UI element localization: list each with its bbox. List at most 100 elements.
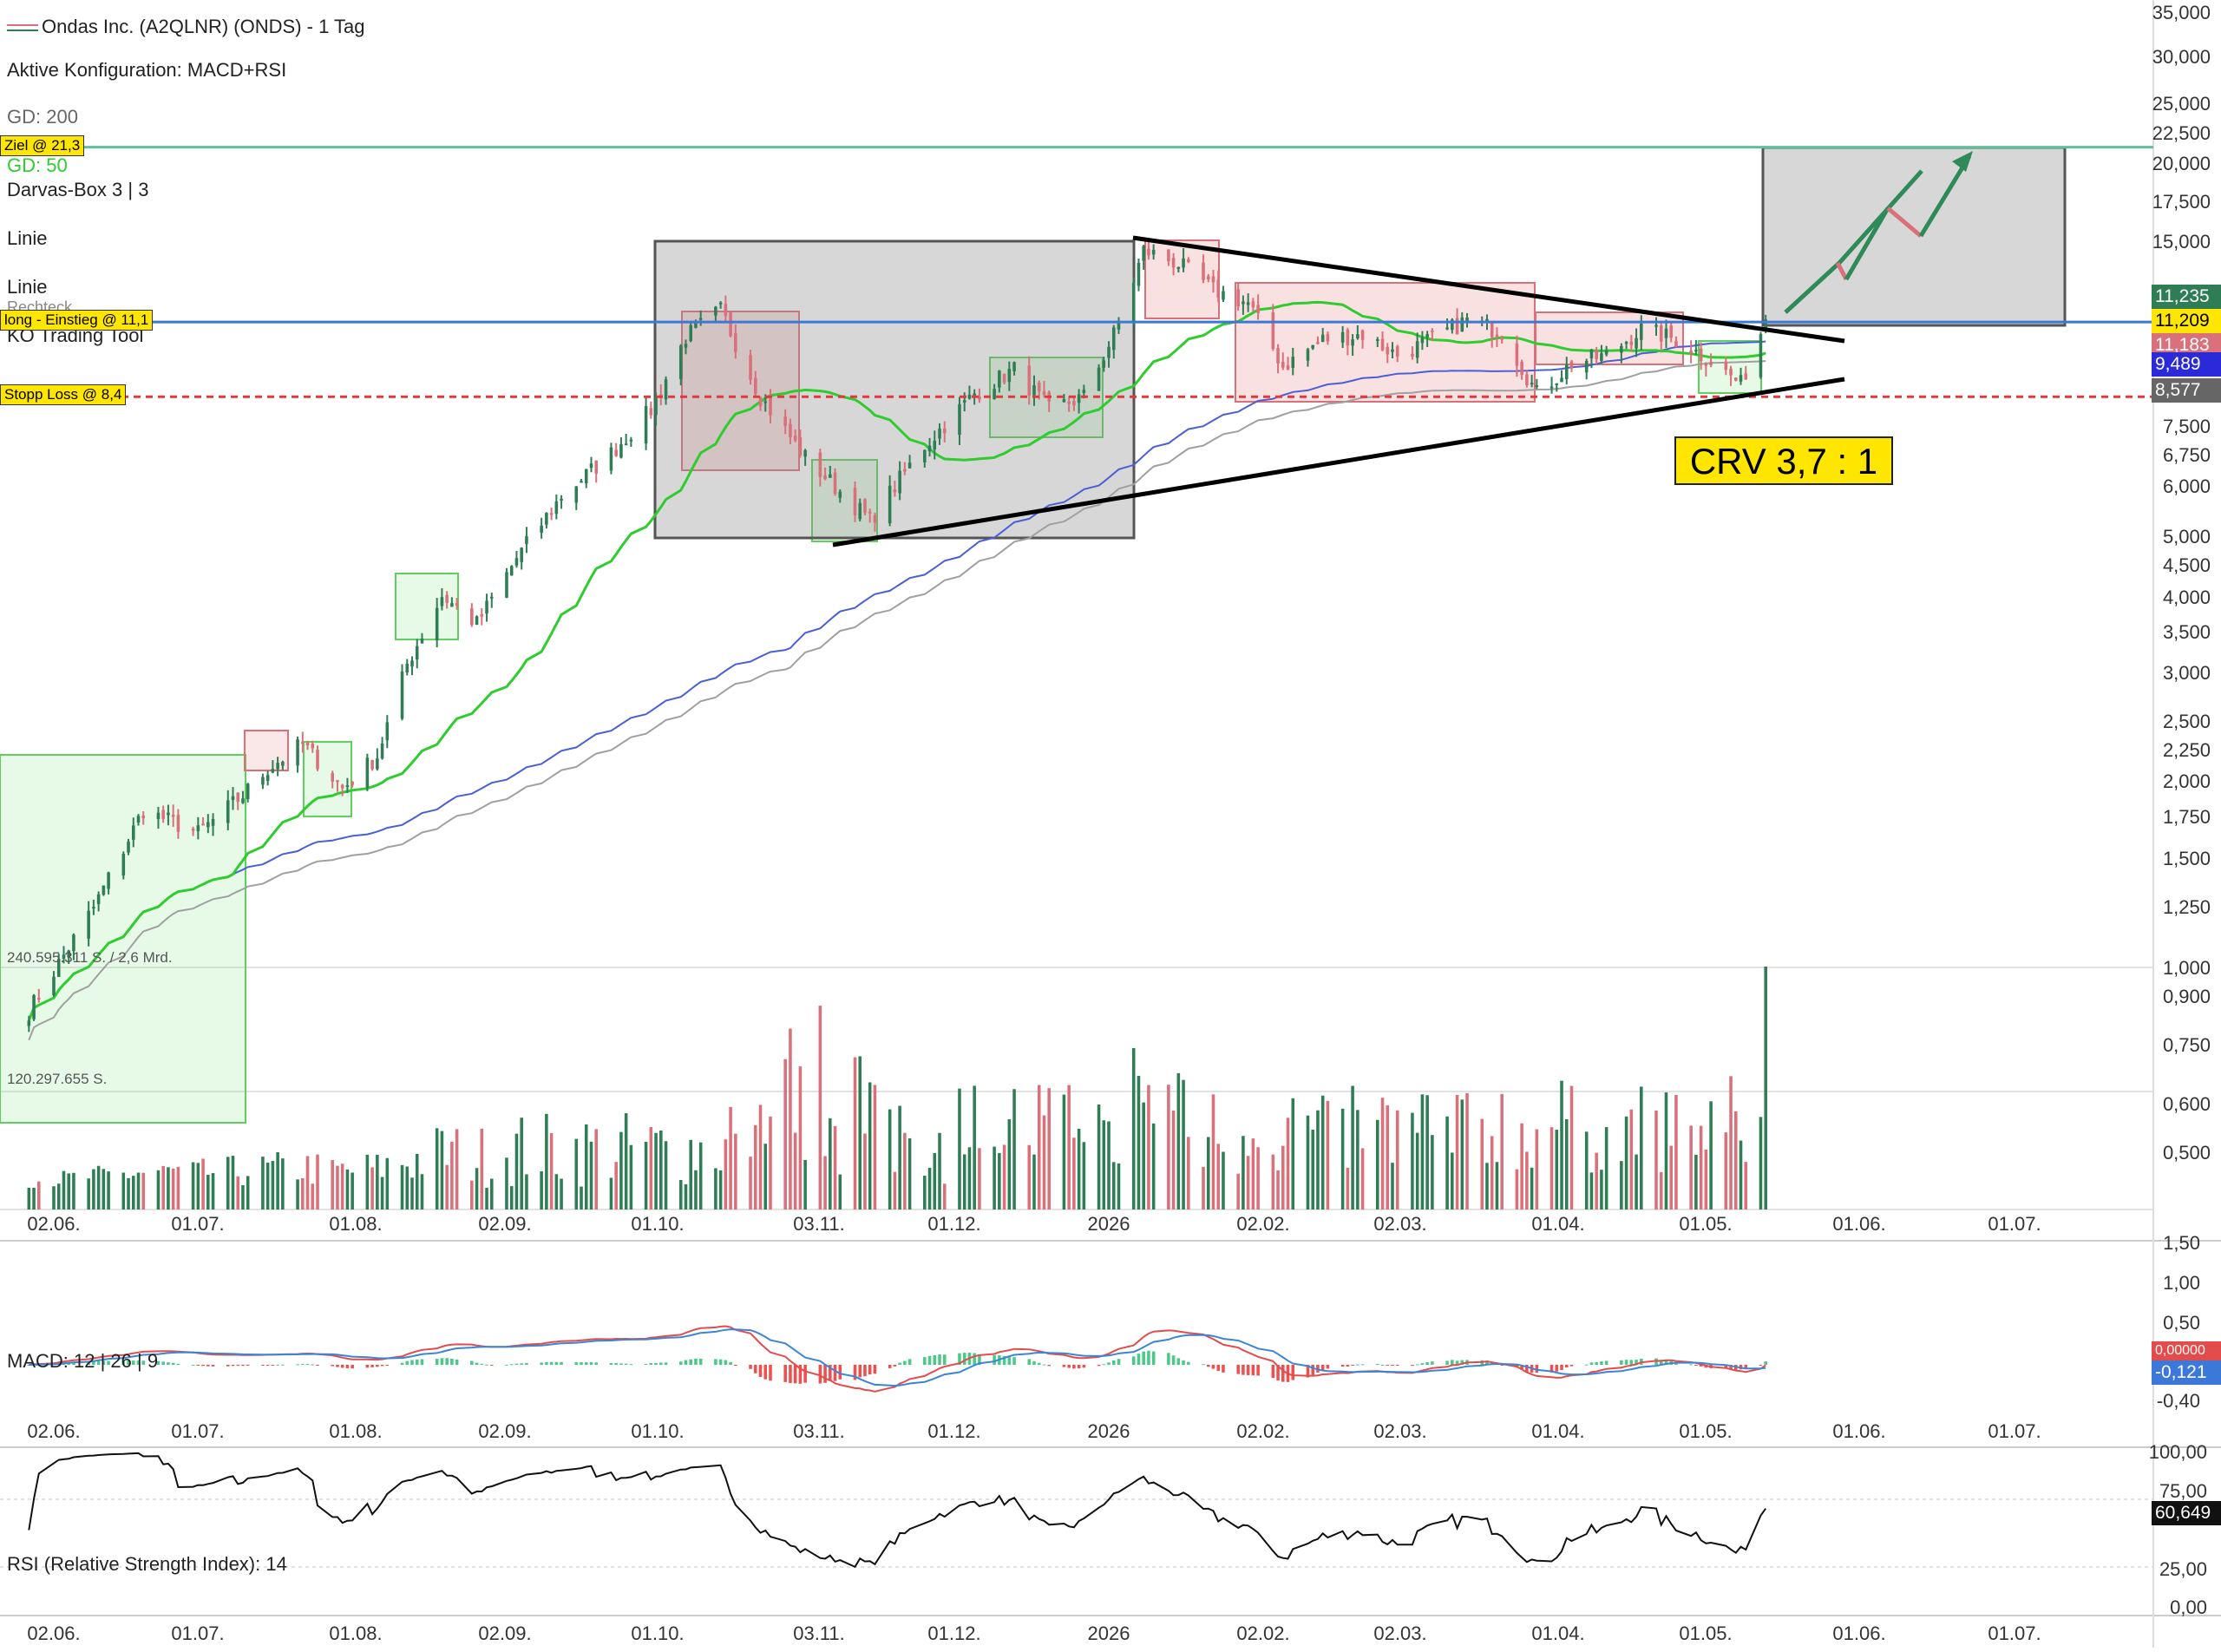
- macd-histogram-bar: [415, 1359, 419, 1365]
- volume-bar: [1411, 1112, 1414, 1210]
- candle-body: [1689, 351, 1693, 355]
- macd-histogram-bar: [1724, 1365, 1728, 1369]
- candle-body: [1182, 258, 1185, 268]
- volume-bar: [514, 1133, 519, 1210]
- candle-body: [823, 475, 827, 480]
- config-label[interactable]: Aktive Konfiguration: MACD+RSI: [7, 59, 287, 81]
- macd-histogram-bar: [1500, 1365, 1504, 1366]
- volume-bar: [127, 1177, 130, 1210]
- date-tick-label: 01.12.: [927, 1420, 980, 1442]
- long-entry-tag[interactable]: long - Einstieg @ 11,1: [0, 310, 154, 331]
- candle-body: [485, 600, 488, 614]
- volume-bar: [893, 1171, 897, 1210]
- macd-histogram-bar: [1147, 1350, 1150, 1365]
- macd-histogram-bar: [1589, 1362, 1594, 1365]
- candle-body: [1171, 258, 1176, 268]
- volume-bar: [1131, 1047, 1136, 1210]
- macd-histogram-bar: [1694, 1365, 1698, 1366]
- macd-histogram-bar: [420, 1359, 424, 1365]
- volume-bar: [1211, 1094, 1215, 1210]
- macd-histogram-bar: [1082, 1365, 1086, 1368]
- candle-body: [1674, 340, 1678, 347]
- volume-bar: [62, 1170, 66, 1210]
- macd-histogram-bar: [385, 1365, 390, 1366]
- macd-histogram-bar: [1246, 1365, 1250, 1375]
- macd-histogram-bar: [485, 1364, 488, 1366]
- macd-histogram-bar: [1560, 1365, 1563, 1370]
- macd-histogram-bar: [1206, 1365, 1210, 1367]
- ziel-tag[interactable]: Ziel @ 21,3: [0, 135, 85, 156]
- candle-body: [107, 872, 110, 889]
- macd-histogram-bar: [102, 1360, 106, 1365]
- volume-bar: [1236, 1173, 1240, 1210]
- candle-body: [1276, 348, 1280, 364]
- candle-body: [654, 397, 658, 416]
- candle-body: [1604, 350, 1608, 355]
- volume-bar: [37, 1181, 41, 1210]
- macd-histogram-bar: [1525, 1365, 1529, 1373]
- date-tick-label: 02.02.: [1236, 1213, 1289, 1235]
- candle-body: [1664, 328, 1668, 338]
- macd-histogram-bar: [1062, 1365, 1066, 1367]
- stop-loss-tag[interactable]: Stopp Loss @ 8,4: [0, 384, 127, 405]
- projection-arrow-leg-2: [1844, 206, 1890, 281]
- volume-bar: [698, 1142, 703, 1210]
- candle-body: [1131, 282, 1136, 322]
- volume-bar: [201, 1158, 205, 1210]
- macd-histogram-bar: [1764, 1361, 1767, 1365]
- candle-body: [798, 437, 803, 456]
- candle-body: [554, 501, 559, 515]
- macd-tick-label: 1,00: [2163, 1272, 2200, 1294]
- macd-histogram-bar: [1142, 1351, 1145, 1365]
- price-tick-label: 1,750: [2163, 806, 2211, 828]
- candle-body: [678, 345, 683, 379]
- candle-body: [1764, 319, 1767, 332]
- candle-body: [301, 742, 305, 744]
- volume-bar: [400, 1164, 404, 1210]
- candle-body: [1431, 330, 1434, 332]
- volume-bar: [1624, 1116, 1628, 1210]
- volume-bar: [1415, 1132, 1419, 1210]
- volume-bar: [1206, 1137, 1210, 1210]
- volume-bar: [475, 1168, 479, 1210]
- volume-bar: [1530, 1167, 1534, 1210]
- volume-bar: [1420, 1094, 1425, 1210]
- macd-histogram-bar: [1047, 1365, 1051, 1367]
- volume-bar: [1062, 1094, 1066, 1210]
- candle-body: [734, 332, 737, 352]
- macd-histogram-bar: [1535, 1365, 1539, 1373]
- gd200-label: GD: 200: [7, 106, 78, 128]
- volume-bar: [509, 1186, 514, 1210]
- macd-histogram-bar: [336, 1365, 339, 1367]
- macd-histogram-bar: [1151, 1351, 1156, 1365]
- volume-bar: [998, 1153, 1001, 1210]
- volume-bar: [589, 1141, 593, 1210]
- volume-bar: [301, 1178, 305, 1210]
- candle-body: [336, 780, 339, 783]
- volume-bar: [1097, 1105, 1101, 1210]
- macd-histogram-bar: [136, 1360, 141, 1365]
- date-tick-label: 2026: [1088, 1420, 1130, 1442]
- volume-bar: [684, 1183, 688, 1210]
- candle-body: [1500, 338, 1504, 340]
- candle-body: [1530, 383, 1534, 385]
- macd-histogram-bar: [1117, 1359, 1121, 1365]
- date-tick-label: 01.05.: [1679, 1213, 1732, 1235]
- volume-bar: [868, 1082, 872, 1210]
- macd-histogram-bar: [1520, 1365, 1523, 1370]
- macd-histogram-bar: [281, 1364, 285, 1366]
- volume-bar: [525, 1174, 528, 1210]
- price-tick-label: 4,500: [2163, 554, 2211, 576]
- macd-histogram-bar: [1425, 1362, 1429, 1365]
- date-tick-label: 01.07.: [171, 1213, 224, 1235]
- volume-bar: [316, 1154, 319, 1210]
- macd-histogram-bar: [1391, 1365, 1394, 1366]
- candle-body: [1699, 348, 1703, 362]
- candle-body: [958, 403, 961, 436]
- macd-histogram-bar: [540, 1362, 543, 1365]
- candle-body: [141, 815, 146, 819]
- macd-tick-label: 1,50: [2163, 1232, 2200, 1254]
- volume-bar: [554, 1174, 559, 1210]
